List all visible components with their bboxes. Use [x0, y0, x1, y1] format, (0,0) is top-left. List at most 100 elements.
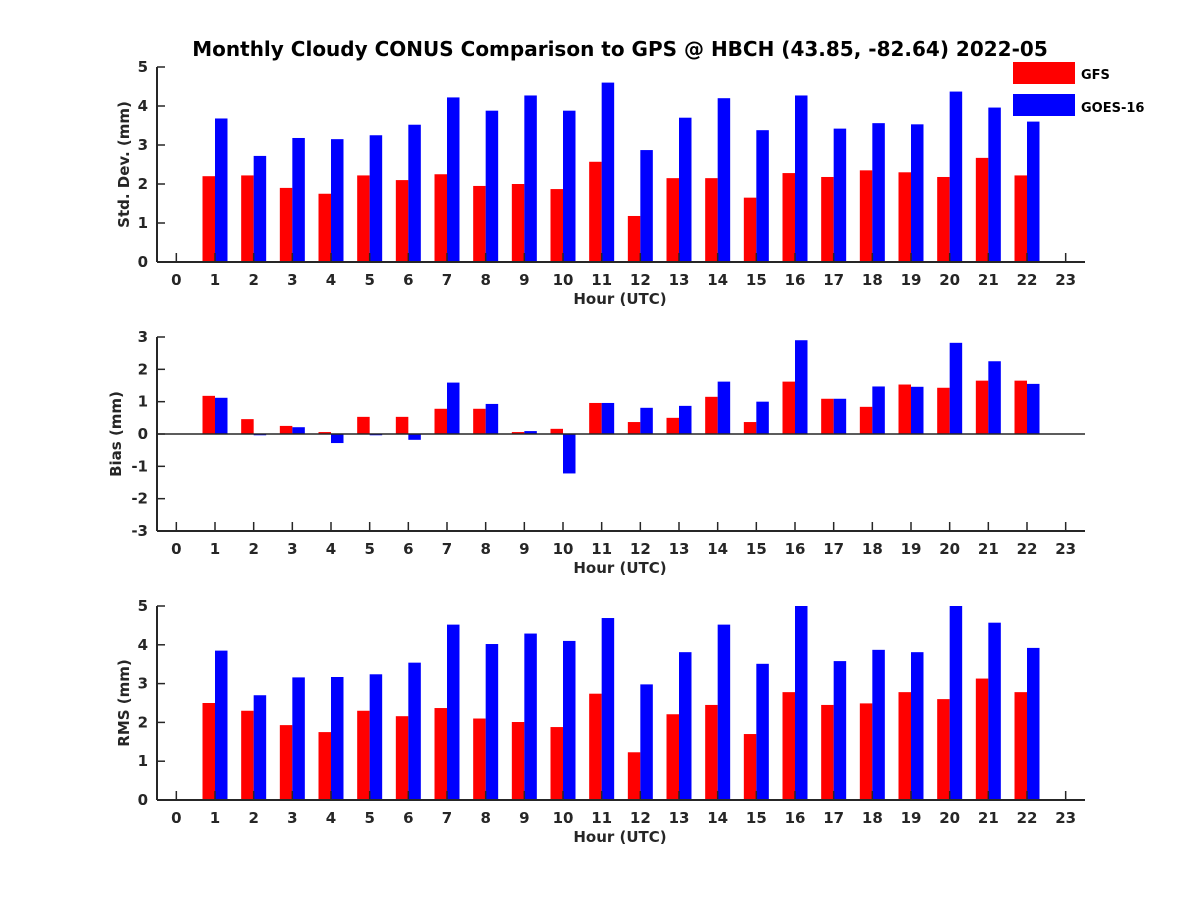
- y-tick-label: 1: [138, 393, 148, 411]
- bar-goes16-5: [369, 135, 383, 262]
- bar-goes16-7: [447, 624, 460, 800]
- x-tick-label: 19: [901, 271, 922, 289]
- bar-gfs-6: [395, 716, 409, 800]
- bar-gfs-20: [937, 176, 950, 262]
- bar-goes16-17: [833, 661, 847, 800]
- bar-goes16-12: [640, 150, 653, 262]
- x-tick-label: 20: [939, 809, 960, 827]
- y-axis-title: RMS (mm): [115, 659, 133, 746]
- bar-goes16-10: [563, 434, 576, 474]
- bar-goes16-2: [253, 155, 267, 262]
- x-tick-label: 8: [480, 809, 490, 827]
- x-tick-label: 2: [248, 271, 258, 289]
- bar-gfs-1: [202, 703, 215, 800]
- bar-goes16-16: [795, 95, 808, 262]
- bar-goes16-20: [949, 606, 963, 800]
- bar-goes16-11: [601, 402, 615, 434]
- bar-gfs-11: [589, 161, 602, 262]
- bar-gfs-6: [395, 416, 409, 434]
- x-tick-label: 18: [862, 540, 883, 558]
- x-tick-label: 6: [403, 809, 413, 827]
- x-tick-label: 10: [553, 540, 574, 558]
- bar-gfs-10: [550, 189, 563, 262]
- bar-gfs-13: [666, 417, 679, 434]
- bar-gfs-17: [821, 176, 834, 262]
- y-tick-label: 3: [138, 328, 148, 346]
- x-tick-label: 15: [746, 809, 767, 827]
- bar-goes16-8: [485, 644, 499, 800]
- bar-gfs-11: [589, 402, 602, 434]
- bar-gfs-15: [743, 422, 757, 434]
- bar-goes16-10: [563, 640, 576, 800]
- x-tick-label: 15: [746, 271, 767, 289]
- bar-gfs-9: [511, 432, 525, 434]
- x-tick-label: 20: [939, 271, 960, 289]
- bar-goes16-1: [215, 118, 228, 262]
- y-tick-label: 2: [138, 360, 148, 378]
- x-tick-label: 5: [364, 271, 374, 289]
- bar-goes16-1: [215, 397, 228, 434]
- x-tick-label: 14: [707, 809, 728, 827]
- bar-gfs-15: [743, 197, 757, 262]
- bar-goes16-12: [640, 407, 653, 434]
- x-tick-label: 14: [707, 540, 728, 558]
- bar-goes16-16: [795, 340, 808, 434]
- bar-gfs-12: [627, 422, 641, 434]
- x-tick-label: 13: [669, 809, 690, 827]
- bar-goes16-21: [988, 107, 1001, 262]
- x-tick-label: 4: [326, 809, 336, 827]
- x-tick-label: 13: [669, 540, 690, 558]
- x-tick-label: 23: [1055, 809, 1076, 827]
- x-tick-label: 19: [901, 540, 922, 558]
- bar-goes16-17: [833, 398, 847, 434]
- bar-gfs-5: [357, 175, 370, 262]
- legend-swatch-goes16: [1013, 94, 1075, 116]
- bar-goes16-5: [369, 674, 383, 800]
- bar-goes16-8: [485, 403, 499, 434]
- bar-goes16-1: [215, 650, 228, 800]
- x-tick-label: 5: [364, 540, 374, 558]
- x-tick-label: 11: [591, 540, 612, 558]
- y-axis-title: Bias (mm): [107, 391, 125, 477]
- x-tick-label: 7: [442, 540, 452, 558]
- x-tick-label: 23: [1055, 540, 1076, 558]
- bar-goes16-22: [1027, 121, 1040, 262]
- x-tick-label: 8: [480, 271, 490, 289]
- bar-gfs-20: [937, 387, 950, 434]
- bar-goes16-3: [292, 677, 305, 800]
- x-tick-label: 8: [480, 540, 490, 558]
- x-tick-label: 21: [978, 271, 999, 289]
- bar-gfs-14: [705, 178, 718, 262]
- x-axis-title: Hour (UTC): [573, 290, 666, 308]
- bar-gfs-18: [859, 406, 873, 434]
- bar-goes16-9: [524, 633, 537, 800]
- bar-gfs-10: [550, 727, 563, 800]
- bar-goes16-3: [292, 427, 305, 434]
- y-tick-label: -1: [131, 457, 148, 475]
- bar-gfs-15: [743, 734, 757, 800]
- y-tick-label: 4: [138, 97, 148, 115]
- x-tick-label: 16: [785, 271, 806, 289]
- y-tick-label: 5: [138, 597, 148, 615]
- x-tick-label: 16: [785, 540, 806, 558]
- bar-gfs-10: [550, 428, 563, 434]
- bar-gfs-3: [279, 425, 293, 434]
- bar-gfs-19: [898, 692, 911, 800]
- x-axis-title: Hour (UTC): [573, 559, 666, 577]
- x-tick-label: 4: [326, 271, 336, 289]
- bar-goes16-18: [872, 649, 885, 800]
- x-tick-label: 14: [707, 271, 728, 289]
- x-tick-label: 19: [901, 809, 922, 827]
- bar-goes16-9: [524, 431, 537, 434]
- bar-goes16-17: [833, 128, 847, 262]
- bar-goes16-22: [1027, 647, 1040, 800]
- bar-gfs-12: [627, 215, 641, 262]
- bar-gfs-8: [473, 185, 486, 262]
- bar-goes16-18: [872, 123, 885, 262]
- y-tick-label: 5: [138, 58, 148, 76]
- bar-goes16-19: [911, 386, 924, 434]
- bar-gfs-18: [859, 170, 873, 262]
- bar-gfs-4: [318, 432, 331, 434]
